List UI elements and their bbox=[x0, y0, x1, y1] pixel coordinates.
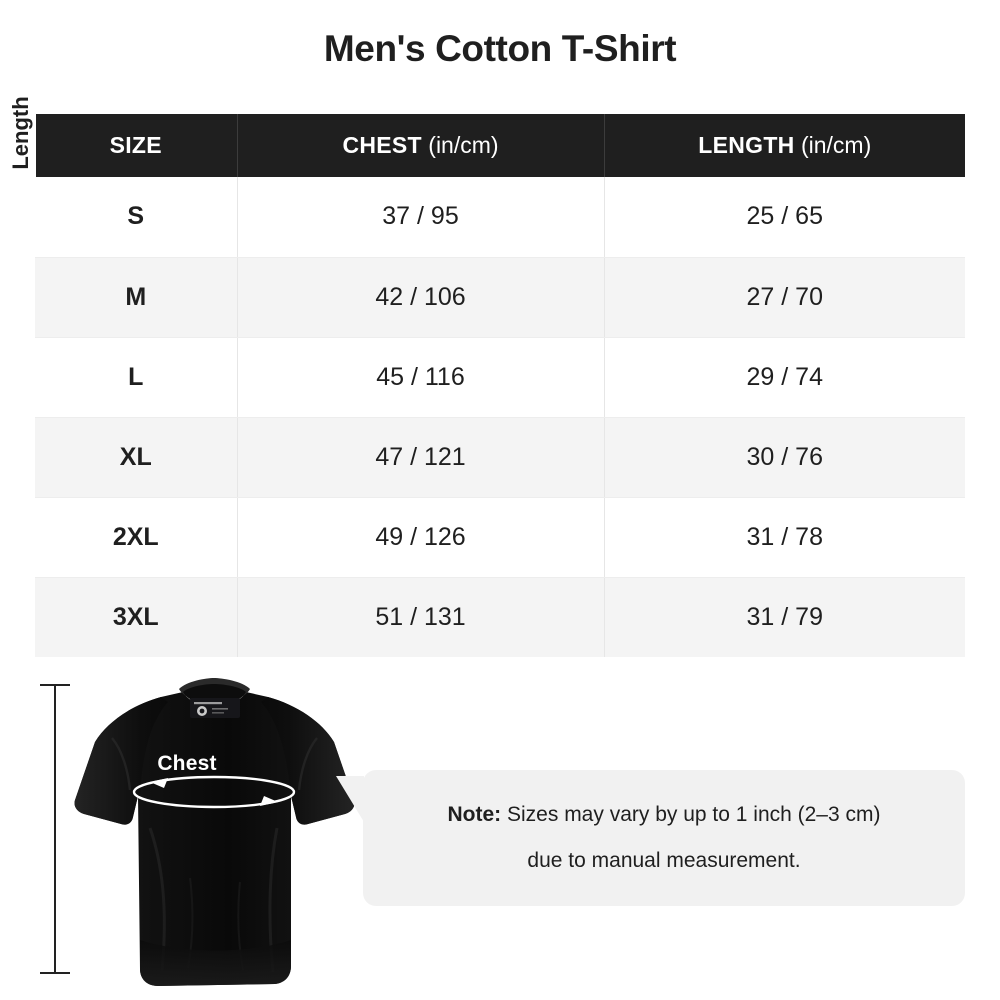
cell-size: L bbox=[35, 337, 238, 418]
cell-chest: 45 / 116 bbox=[237, 337, 605, 418]
cell-length: 31 / 78 bbox=[604, 497, 965, 578]
cell-length: 27 / 70 bbox=[604, 257, 965, 338]
tshirt-icon bbox=[74, 678, 355, 986]
table-row: M 42 / 106 27 / 70 bbox=[35, 257, 965, 338]
note-text-line-1: Note: Sizes may vary by up to 1 inch (2–… bbox=[389, 792, 939, 838]
note-body: Sizes may vary by up to 1 inch (2–3 cm) bbox=[501, 803, 881, 826]
tshirt-illustration: Chest bbox=[72, 678, 357, 996]
note-callout-tail bbox=[336, 776, 364, 822]
cell-size: XL bbox=[35, 417, 238, 498]
sleeve-fold bbox=[111, 737, 132, 791]
note-text-line-2: due to manual measurement. bbox=[527, 849, 801, 872]
table-row: S 37 / 95 25 / 65 bbox=[35, 177, 965, 258]
page-title: Men's Cotton T-Shirt bbox=[323, 28, 677, 69]
note-prefix: Note: bbox=[447, 803, 502, 826]
tshirt-body-shape bbox=[74, 692, 355, 986]
cell-chest: 47 / 121 bbox=[237, 417, 605, 498]
column-header-length-label: LENGTH bbox=[698, 132, 795, 158]
length-dimension-line bbox=[38, 680, 72, 976]
table-row: 3XL 51 / 131 31 / 79 bbox=[35, 577, 965, 657]
table-row: L 45 / 116 29 / 74 bbox=[35, 337, 965, 418]
chest-measurement-label: Chest bbox=[157, 752, 217, 775]
cell-length: 31 / 79 bbox=[746, 602, 823, 631]
cell-size: M bbox=[35, 257, 238, 338]
cell-size: 2XL bbox=[35, 497, 238, 578]
table-row: XL 47 / 121 30 / 76 bbox=[35, 417, 965, 498]
tshirt-left-sleeve bbox=[74, 697, 168, 825]
sleeve-fold bbox=[297, 737, 318, 791]
cell-chest: 42 / 106 bbox=[237, 257, 605, 338]
cell-chest: 49 / 126 bbox=[237, 497, 605, 578]
column-header-chest-label: CHEST bbox=[342, 132, 422, 158]
chest-measure-ellipse bbox=[132, 775, 296, 809]
neck-tag-line bbox=[212, 708, 228, 710]
neck-tag-line bbox=[194, 702, 222, 705]
table-header-row: SIZE CHEST (in/cm) LENGTH (in/cm) bbox=[35, 114, 965, 177]
cell-length: 30 / 76 bbox=[604, 417, 965, 498]
neck-tag-line bbox=[212, 712, 224, 714]
neck-tag-logo-inner bbox=[199, 708, 205, 714]
size-chart-table: SIZE CHEST (in/cm) LENGTH (in/cm) S 37 /… bbox=[35, 114, 965, 657]
column-header-length-unit: (in/cm) bbox=[800, 132, 872, 158]
column-header-size-label: SIZE bbox=[109, 132, 162, 158]
tshirt-right-sleeve bbox=[261, 697, 355, 825]
tshirt-hem bbox=[140, 940, 291, 986]
column-header-chest-unit: (in/cm) bbox=[428, 132, 499, 158]
column-header-chest: CHEST (in/cm) bbox=[237, 114, 605, 177]
cell-length: 29 / 74 bbox=[604, 337, 965, 418]
length-dimension-cap-bottom bbox=[40, 972, 70, 974]
length-measurement-label: Length bbox=[6, 78, 36, 188]
column-header-length: LENGTH (in/cm) bbox=[604, 114, 965, 177]
cell-length: 25 / 65 bbox=[604, 177, 965, 258]
cell-chest: 51 / 131 bbox=[237, 577, 605, 657]
length-dimension-rule bbox=[54, 684, 56, 974]
cell-size: S bbox=[35, 177, 238, 258]
chest-arrow-right bbox=[260, 796, 278, 806]
note-callout: Note: Sizes may vary by up to 1 inch (2–… bbox=[336, 770, 965, 906]
table-header: SIZE CHEST (in/cm) LENGTH (in/cm) bbox=[35, 114, 965, 177]
table-row: 2XL 49 / 126 31 / 78 bbox=[35, 497, 965, 578]
cell-size: 3XL bbox=[35, 577, 238, 657]
table-body: S 37 / 95 25 / 65 M 42 / 106 27 / 70 L 4… bbox=[35, 177, 965, 657]
chest-arrow-left bbox=[150, 778, 168, 788]
cell-chest: 37 / 95 bbox=[237, 177, 605, 258]
column-header-size: SIZE bbox=[35, 114, 238, 177]
